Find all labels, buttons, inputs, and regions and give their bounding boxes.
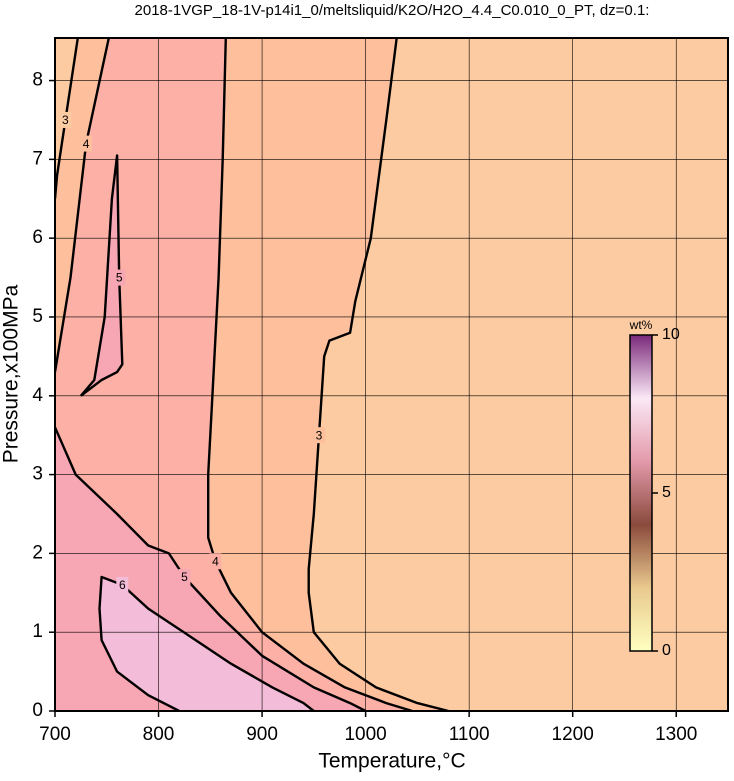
y-tick-label: 7 xyxy=(32,148,43,169)
y-tick-label: 2 xyxy=(32,542,43,563)
y-tick-label: 1 xyxy=(32,621,43,642)
contour-fill xyxy=(99,577,314,711)
contour-line xyxy=(55,38,110,373)
y-tick-label: 5 xyxy=(32,306,43,327)
plot-frame xyxy=(54,37,729,712)
x-tick-label: 1200 xyxy=(552,724,594,745)
colorbar-tick-label: 0 xyxy=(662,642,671,659)
contour-label: 4 xyxy=(212,554,219,568)
colorbar-tick-label: 5 xyxy=(662,484,671,501)
x-tick-label: 800 xyxy=(143,724,175,745)
x-tick-label: 1300 xyxy=(655,724,697,745)
contour-label-box xyxy=(80,135,93,152)
colorbar-label: wt% xyxy=(629,318,653,332)
contour-line xyxy=(307,38,449,711)
contour-label: 6 xyxy=(119,578,126,592)
chart-title: 2018-1VGP_18-1V-p14i1_0/meltsliquid/K2O/… xyxy=(135,2,650,19)
y-tick-label: 8 xyxy=(32,70,43,91)
contour-label: 4 xyxy=(83,137,90,151)
contour-label: 3 xyxy=(62,113,69,127)
y-axis-title: Pressure,x100MPa xyxy=(0,284,23,463)
x-tick-label: 1000 xyxy=(344,724,386,745)
contour-line xyxy=(55,38,79,199)
contour-label: 3 xyxy=(316,428,323,442)
y-tick-label: 6 xyxy=(32,227,43,248)
contour-label: 5 xyxy=(116,271,123,285)
contour-label-box xyxy=(113,269,126,286)
x-tick-label: 1100 xyxy=(449,724,490,745)
contour-label-box xyxy=(209,553,222,570)
contour-label-box xyxy=(313,427,326,444)
contour-label-box xyxy=(178,569,191,586)
contour-fill xyxy=(55,38,78,199)
contour-line xyxy=(79,154,124,397)
y-tick-label: 4 xyxy=(32,385,43,406)
colorbar-tick-label: 10 xyxy=(662,326,680,343)
colorbar xyxy=(629,334,653,652)
x-tick-label: 900 xyxy=(246,724,278,745)
contour-label-box xyxy=(116,576,129,593)
overlay: 700 800 900 1000 1100 1200 1300012345678wt%051… xyxy=(32,37,729,745)
y-tick-label: 3 xyxy=(32,464,43,485)
x-axis-title: Temperature,°C xyxy=(318,750,465,773)
contour-label-box xyxy=(59,111,72,128)
y-tick-label: 0 xyxy=(32,700,43,721)
x-tick-label: 700 xyxy=(39,724,71,745)
contour-label: 5 xyxy=(181,570,188,584)
